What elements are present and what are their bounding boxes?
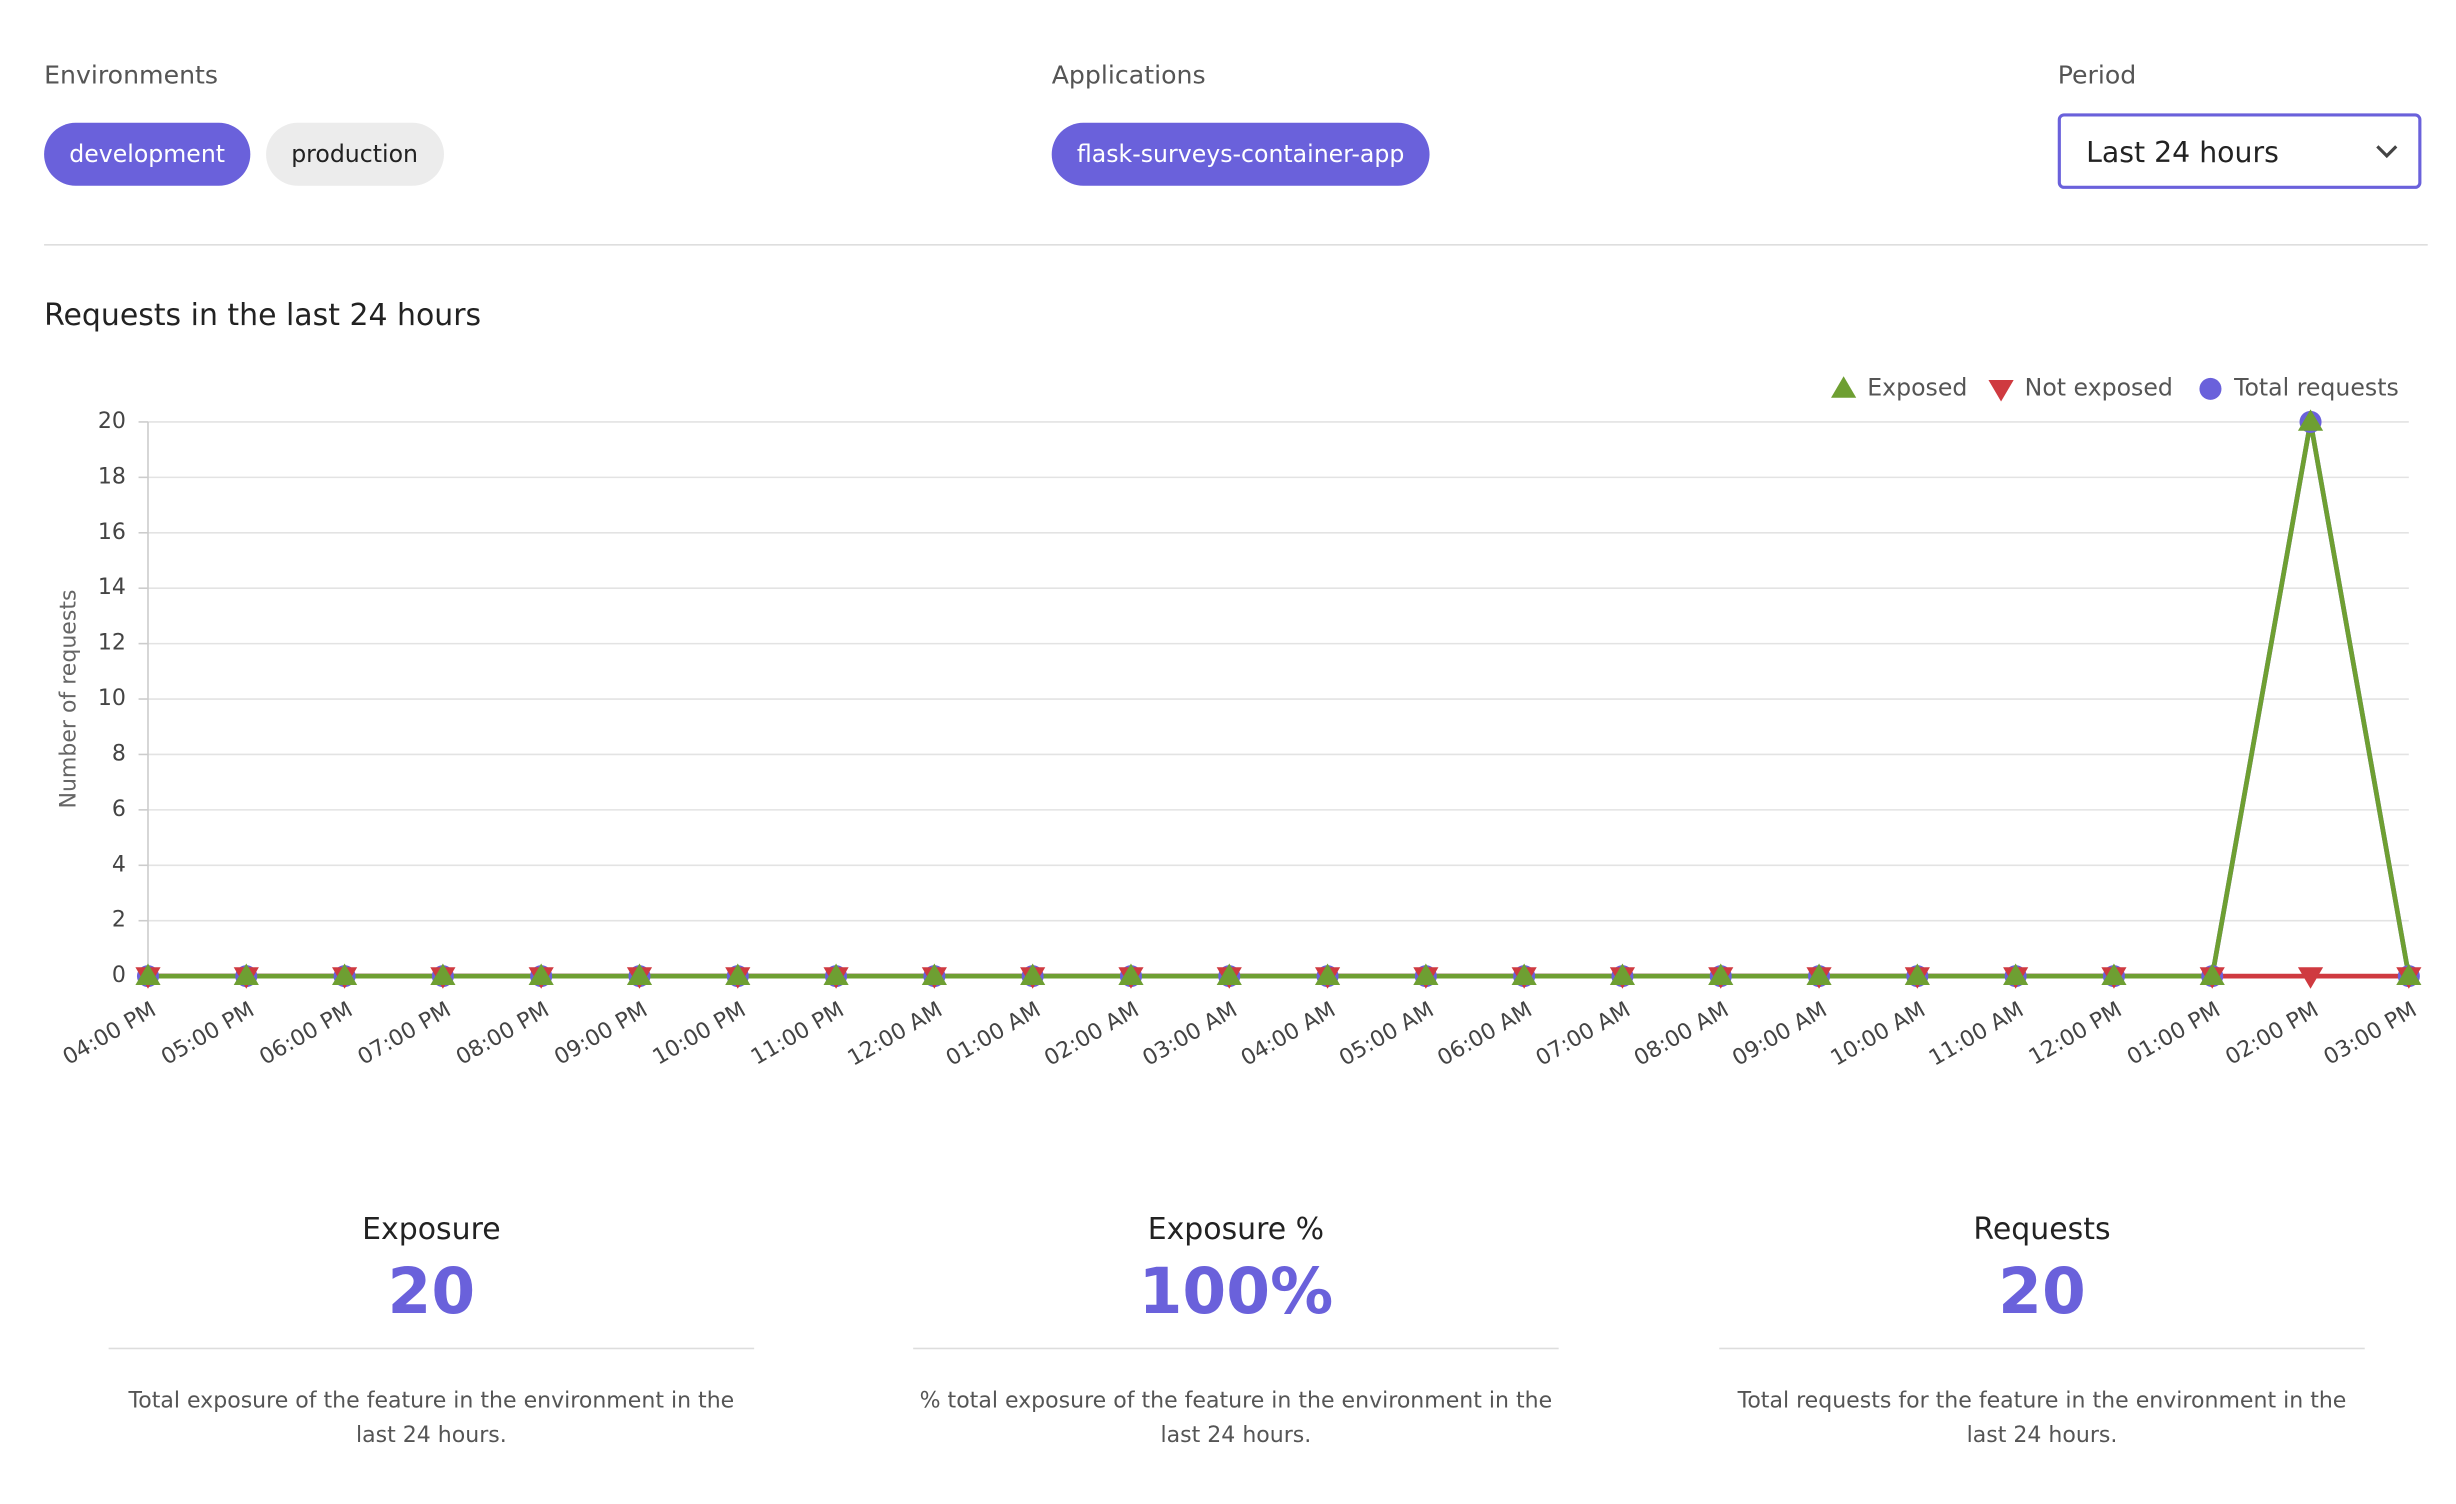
data-point: [626, 963, 653, 985]
x-tick-label: 09:00 PM: [550, 997, 652, 1070]
x-tick-label: 12:00 PM: [2025, 997, 2127, 1070]
data-point: [1020, 963, 1046, 985]
x-tick-label: 02:00 AM: [1040, 997, 1143, 1071]
stat-value: 20: [387, 1256, 476, 1329]
y-tick-label: 2: [112, 908, 126, 933]
x-tick-label: 04:00 PM: [59, 997, 161, 1070]
data-point: [2297, 967, 2324, 989]
y-tick-label: 18: [98, 464, 126, 489]
y-tick-label: 4: [112, 852, 126, 877]
x-tick-label: 11:00 AM: [1925, 997, 2028, 1071]
period-label: Period: [2057, 59, 2137, 90]
x-tick-label: 01:00 PM: [2123, 997, 2225, 1070]
data-point: [1216, 963, 1242, 985]
data-point: [135, 963, 161, 985]
stat-card: Exposure 20 Total exposure of the feature …: [101, 1212, 762, 1453]
stat-description: Total exposure of the feature in the env…: [108, 1347, 755, 1453]
divider: [44, 244, 2428, 246]
x-tick-label: 09:00 AM: [1728, 997, 1831, 1071]
x-tick-label: 06:00 AM: [1434, 997, 1537, 1071]
data-point: [1806, 963, 1832, 985]
y-tick-label: 12: [98, 631, 126, 656]
x-tick-label: 03:00 AM: [1139, 997, 1242, 1071]
y-tick-label: 10: [98, 686, 126, 711]
data-point: [1708, 963, 1734, 985]
y-tick-label: 8: [112, 741, 126, 766]
x-tick-label: 08:00 AM: [1630, 997, 1733, 1071]
x-tick-label: 07:00 AM: [1532, 997, 1635, 1071]
x-tick-label: 04:00 AM: [1237, 997, 1340, 1071]
y-tick-label: 20: [98, 409, 126, 434]
legend-label: Total requests: [2233, 373, 2399, 401]
period-value: Last 24 hours: [2086, 136, 2279, 171]
stat-card: Requests 20 Total requests for the feature…: [1711, 1212, 2372, 1453]
data-point: [331, 963, 358, 985]
period-select[interactable]: Last 24 hours: [2057, 113, 2422, 189]
x-tick-label: 05:00 PM: [157, 997, 259, 1070]
data-point: [2396, 963, 2422, 985]
x-tick-label: 10:00 PM: [649, 997, 751, 1070]
data-point: [1413, 963, 1439, 985]
data-point: [1904, 963, 1930, 985]
data-point: [233, 963, 259, 985]
data-point: [823, 963, 849, 985]
filter-chip[interactable]: production: [265, 122, 444, 186]
x-tick-label: 02:00 PM: [2221, 997, 2323, 1070]
data-point: [2199, 963, 2225, 985]
filter-chip[interactable]: development: [44, 122, 251, 186]
data-point: [430, 963, 456, 985]
stat-title: Requests: [1973, 1212, 2111, 1247]
stat-card: Exposure % 100% % total exposure of the fe…: [905, 1212, 1566, 1453]
data-point: [528, 963, 554, 985]
x-tick-label: 11:00 PM: [747, 997, 849, 1070]
x-tick-label: 08:00 PM: [452, 997, 554, 1070]
x-tick-label: 12:00 AM: [844, 997, 947, 1071]
environment-chips: development production: [44, 122, 444, 186]
x-tick-label: 07:00 PM: [354, 997, 456, 1070]
data-point: [2101, 963, 2127, 985]
data-point: [1511, 963, 1537, 985]
x-tick-label: 05:00 AM: [1335, 997, 1438, 1071]
data-point: [2003, 963, 2029, 985]
x-tick-label: 01:00 AM: [942, 997, 1045, 1071]
y-tick-label: 6: [112, 797, 126, 822]
stat-title: Exposure: [362, 1212, 501, 1247]
x-tick-label: 03:00 PM: [2320, 997, 2422, 1070]
legend-label: Not exposed: [2025, 373, 2173, 401]
application-chips: flask-surveys-container-app: [1051, 122, 1430, 186]
data-point: [1609, 963, 1636, 985]
data-point: [1314, 963, 1341, 985]
y-tick-label: 16: [98, 520, 126, 545]
legend-marker: [2199, 377, 2222, 400]
data-point: [921, 963, 947, 985]
stat-value: 100%: [1138, 1256, 1334, 1329]
data-point: [1118, 963, 1144, 985]
legend-marker: [1988, 380, 2014, 402]
chevron: [2376, 145, 2398, 159]
filter-chip[interactable]: flask-surveys-container-app: [1051, 122, 1430, 186]
x-tick-label: 06:00 PM: [256, 997, 358, 1070]
legend-label: Exposed: [1867, 373, 1967, 401]
stat-description: % total exposure of the feature in the e…: [913, 1347, 1559, 1453]
data-point: [2297, 409, 2324, 431]
y-tick-label: 0: [112, 963, 126, 988]
chart-title: Requests in the last 24 hours: [44, 298, 481, 333]
chart: Requests in the last 24 hours Number of …: [44, 298, 2422, 1071]
stat-description: Total requests for the feature in the en…: [1719, 1347, 2365, 1453]
y-tick-label: 14: [98, 575, 126, 600]
x-tick-label: 10:00 AM: [1827, 997, 1930, 1071]
series-line: [147, 421, 2412, 979]
stat-value: 20: [1998, 1256, 2086, 1329]
stat-title: Exposure %: [1147, 1212, 1325, 1247]
y-axis-label: Number of requests: [56, 590, 81, 809]
environments-label: Environments: [44, 59, 219, 90]
applications-label: Applications: [1051, 59, 1206, 90]
data-point: [725, 963, 751, 985]
legend-marker: [1831, 376, 1857, 398]
